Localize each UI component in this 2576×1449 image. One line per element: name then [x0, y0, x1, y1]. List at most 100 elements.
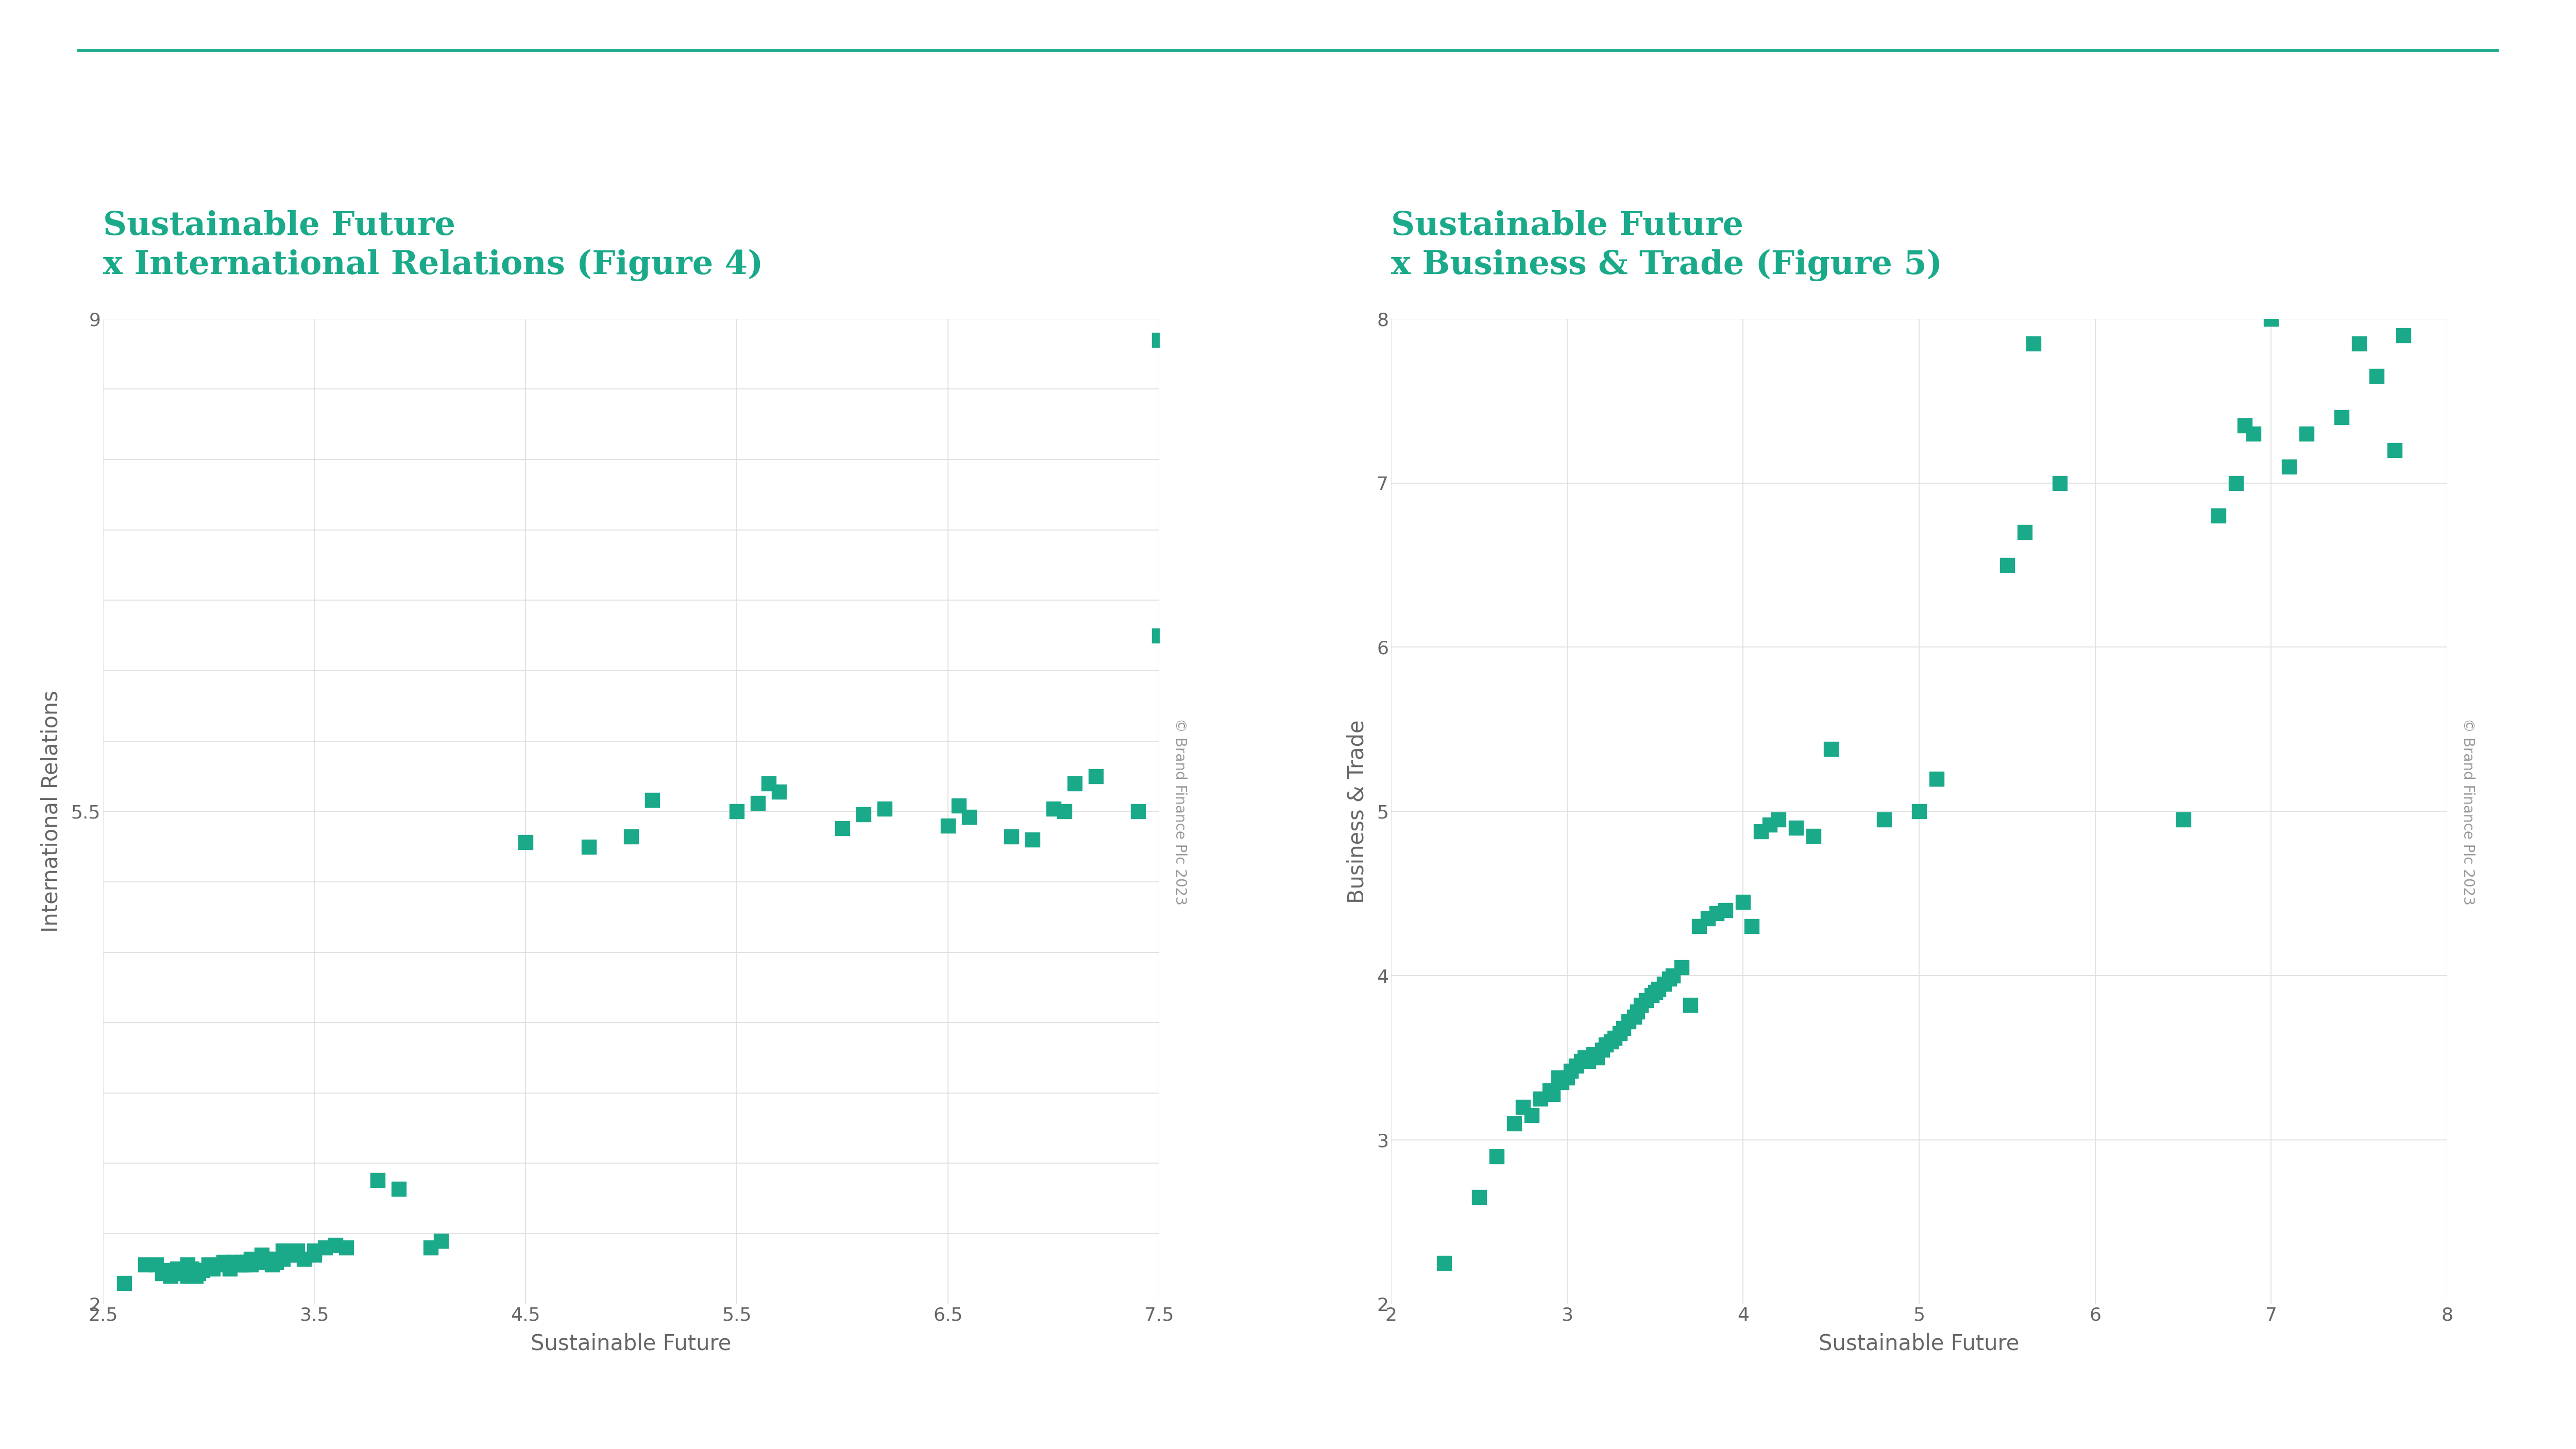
- Point: [1569, 1049, 1610, 1072]
- Point: [1649, 968, 1690, 991]
- Point: [1775, 816, 1816, 839]
- Point: [1680, 914, 1721, 938]
- Point: [1574, 1043, 1615, 1066]
- Point: [1618, 1000, 1659, 1023]
- Point: [822, 817, 863, 840]
- Point: [1741, 820, 1783, 843]
- Point: [1793, 824, 1834, 848]
- Point: [1986, 554, 2027, 577]
- Point: [569, 835, 611, 858]
- Point: [1811, 738, 1852, 761]
- Point: [948, 806, 989, 829]
- Point: [1625, 988, 1667, 1011]
- Point: [314, 1233, 355, 1256]
- Point: [1584, 1033, 1625, 1056]
- Point: [209, 1258, 250, 1281]
- Point: [1139, 625, 1180, 648]
- Point: [2215, 471, 2257, 494]
- Point: [204, 1250, 245, 1274]
- Point: [1538, 1066, 1579, 1090]
- Point: [1551, 1059, 1592, 1082]
- Point: [2269, 455, 2311, 478]
- Point: [188, 1253, 229, 1277]
- Point: [273, 1243, 314, 1266]
- Y-axis label: International Relations: International Relations: [41, 690, 62, 933]
- Point: [167, 1265, 209, 1288]
- Point: [162, 1262, 204, 1285]
- Point: [142, 1262, 183, 1285]
- Point: [842, 803, 884, 826]
- Point: [219, 1250, 260, 1274]
- Y-axis label: Business & Trade: Business & Trade: [1347, 720, 1368, 903]
- Point: [183, 1259, 224, 1282]
- Point: [1638, 977, 1680, 1000]
- Point: [157, 1258, 198, 1281]
- Point: [1899, 800, 1940, 823]
- Text: Sustainable Future 
x Business & Trade (Figure 5): Sustainable Future x Business & Trade (F…: [1391, 210, 1942, 281]
- Point: [1520, 1087, 1561, 1110]
- Point: [1556, 1055, 1597, 1078]
- Point: [1643, 972, 1685, 995]
- Point: [1422, 1252, 1463, 1275]
- Point: [1546, 1066, 1587, 1090]
- Point: [304, 1236, 345, 1259]
- Point: [1582, 1037, 1623, 1061]
- Point: [1687, 907, 1728, 930]
- Point: [178, 1262, 219, 1285]
- Point: [1695, 901, 1736, 924]
- Point: [1074, 765, 1115, 788]
- Point: [1917, 767, 1958, 790]
- Point: [175, 1265, 216, 1288]
- Point: [1631, 984, 1672, 1007]
- Point: [1705, 898, 1747, 922]
- Point: [410, 1236, 451, 1259]
- Point: [2285, 422, 2326, 445]
- Point: [2164, 809, 2205, 832]
- Point: [1636, 981, 1677, 1004]
- Point: [1602, 1017, 1643, 1040]
- Point: [268, 1243, 309, 1266]
- X-axis label: Sustainable Future: Sustainable Future: [1819, 1333, 2020, 1355]
- Point: [2375, 439, 2416, 462]
- Point: [209, 1253, 250, 1277]
- Point: [242, 1243, 283, 1266]
- Point: [611, 824, 652, 848]
- Point: [245, 1248, 286, 1271]
- Point: [1139, 329, 1180, 352]
- Point: [927, 814, 969, 838]
- Text: Sustainable Future 
x International Relations (Figure 4): Sustainable Future x International Relat…: [103, 210, 762, 281]
- Point: [1723, 890, 1765, 913]
- Point: [1862, 809, 1904, 832]
- Point: [229, 1248, 270, 1271]
- Point: [1012, 827, 1054, 851]
- Point: [863, 797, 904, 820]
- Point: [2321, 406, 2362, 429]
- Point: [263, 1248, 304, 1271]
- Point: [505, 830, 546, 853]
- Point: [1530, 1080, 1571, 1103]
- Point: [1476, 1145, 1517, 1168]
- Point: [1595, 1026, 1636, 1049]
- Point: [294, 1243, 335, 1266]
- Point: [137, 1253, 175, 1277]
- Point: [938, 794, 979, 817]
- Point: [263, 1239, 304, 1262]
- Point: [1118, 800, 1159, 823]
- Point: [2357, 365, 2398, 388]
- Point: [1577, 1046, 1618, 1069]
- Point: [1564, 1046, 1605, 1069]
- Point: [227, 1250, 268, 1274]
- Point: [1502, 1095, 1543, 1119]
- Point: [1054, 772, 1095, 796]
- Point: [229, 1253, 270, 1277]
- Point: [420, 1229, 461, 1252]
- Point: [149, 1265, 191, 1288]
- Point: [255, 1250, 296, 1274]
- Text: © Brand Finance Plc 2023: © Brand Finance Plc 2023: [1172, 717, 1188, 906]
- Point: [2383, 323, 2424, 346]
- Point: [1033, 797, 1074, 820]
- Point: [2233, 422, 2275, 445]
- Point: [2004, 520, 2045, 543]
- Point: [358, 1169, 399, 1193]
- Point: [252, 1248, 294, 1271]
